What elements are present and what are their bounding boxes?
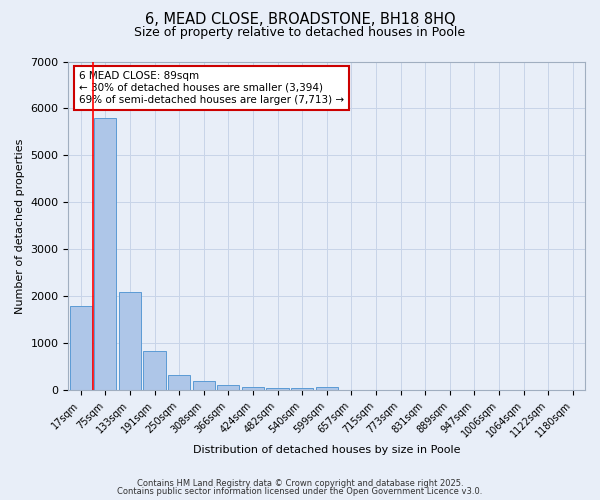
Bar	[316, 386, 338, 390]
X-axis label: Distribution of detached houses by size in Poole: Distribution of detached houses by size …	[193, 445, 460, 455]
Text: 6, MEAD CLOSE, BROADSTONE, BH18 8HQ: 6, MEAD CLOSE, BROADSTONE, BH18 8HQ	[145, 12, 455, 28]
Bar	[119, 292, 141, 390]
Y-axis label: Number of detached properties: Number of detached properties	[15, 138, 25, 314]
Bar	[291, 388, 313, 390]
Bar	[168, 375, 190, 390]
Text: Size of property relative to detached houses in Poole: Size of property relative to detached ho…	[134, 26, 466, 39]
Text: Contains public sector information licensed under the Open Government Licence v3: Contains public sector information licen…	[118, 487, 482, 496]
Bar	[94, 118, 116, 390]
Text: 6 MEAD CLOSE: 89sqm
← 30% of detached houses are smaller (3,394)
69% of semi-det: 6 MEAD CLOSE: 89sqm ← 30% of detached ho…	[79, 72, 344, 104]
Bar	[217, 384, 239, 390]
Bar	[242, 386, 264, 390]
Bar	[70, 306, 92, 390]
Bar	[143, 350, 166, 391]
Bar	[193, 381, 215, 390]
Text: Contains HM Land Registry data © Crown copyright and database right 2025.: Contains HM Land Registry data © Crown c…	[137, 478, 463, 488]
Bar	[266, 388, 289, 390]
